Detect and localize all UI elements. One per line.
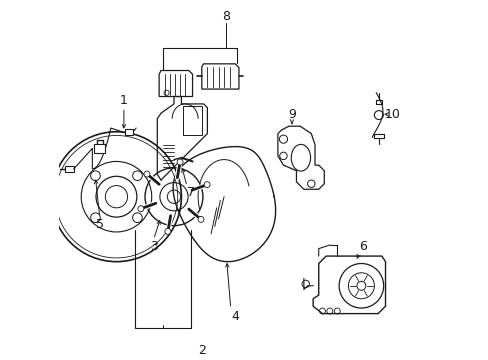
Text: 3: 3 (149, 240, 157, 253)
Bar (65, 166, 74, 172)
Text: 6: 6 (359, 240, 366, 253)
Circle shape (143, 171, 150, 177)
Text: 1: 1 (120, 94, 127, 107)
Circle shape (177, 159, 183, 165)
Text: 10: 10 (384, 108, 400, 121)
Text: 2: 2 (198, 344, 205, 357)
Text: 8: 8 (222, 10, 229, 23)
Bar (94, 144, 105, 153)
Text: 9: 9 (287, 108, 295, 121)
Circle shape (198, 216, 203, 222)
Text: 5: 5 (96, 218, 103, 231)
Circle shape (164, 229, 170, 234)
Bar (125, 129, 133, 135)
Text: 7: 7 (186, 186, 194, 199)
Text: 4: 4 (231, 310, 239, 323)
Circle shape (203, 182, 210, 188)
Circle shape (138, 206, 143, 212)
